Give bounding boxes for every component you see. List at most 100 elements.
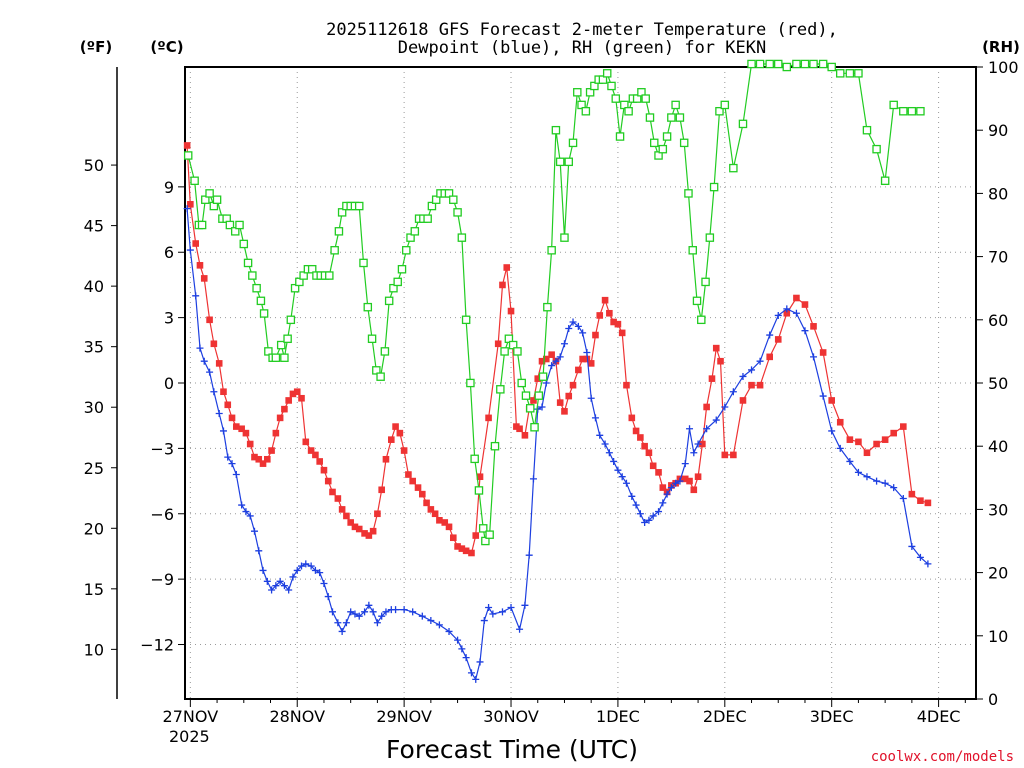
data-point-marker [756, 381, 764, 389]
data-point-marker [667, 113, 676, 122]
rh-tick-label: 90 [988, 121, 1008, 140]
series-line [186, 145, 929, 554]
data-point-marker [378, 612, 386, 620]
data-point-marker [587, 360, 595, 367]
data-point-marker [268, 586, 276, 594]
data-point-marker [334, 227, 344, 236]
data-point-marker [230, 227, 240, 236]
data-point-marker [347, 519, 354, 526]
data-point-marker [498, 608, 506, 616]
data-point-marker [312, 451, 319, 459]
data-point-marker [569, 318, 577, 326]
data-point-marker [190, 176, 199, 186]
data-point-marker [881, 479, 889, 487]
data-point-marker [423, 214, 432, 223]
data-point-marker [197, 220, 207, 230]
data-point-marker [835, 69, 845, 78]
data-point-marker [516, 425, 523, 433]
celsius-tick-label: 0 [164, 374, 174, 393]
data-point-marker [611, 94, 621, 103]
data-point-marker [250, 527, 258, 535]
data-point-marker [715, 106, 724, 116]
celsius-unit-label: (ºC) [150, 38, 183, 56]
data-point-marker [721, 403, 729, 411]
data-point-marker [436, 516, 443, 524]
series-temperature [183, 142, 932, 557]
data-point-marker [470, 454, 479, 464]
data-point-marker [561, 408, 568, 415]
data-point-marker [637, 88, 646, 97]
data-point-marker [681, 460, 689, 468]
data-point-marker [782, 62, 792, 72]
data-point-marker [382, 608, 390, 616]
data-point-marker [418, 612, 426, 620]
x-tick-sublabel: 2025 [169, 727, 210, 746]
chart-subtitle: Dewpoint (blue), RH (green) for KEKN [398, 38, 766, 58]
data-point-marker [863, 449, 871, 457]
data-point-marker [489, 610, 497, 618]
data-point-marker [846, 436, 854, 443]
data-point-marker [212, 195, 222, 204]
data-point-marker [684, 189, 693, 198]
data-point-marker [703, 403, 710, 411]
data-point-marker [792, 59, 801, 69]
data-point-marker [552, 357, 560, 365]
data-point-marker [547, 246, 556, 255]
data-point-marker [873, 477, 881, 485]
data-point-marker [708, 375, 716, 382]
data-point-marker [468, 549, 475, 557]
fahrenheit-tick-label: 45 [84, 217, 104, 236]
data-point-marker [307, 562, 315, 570]
data-point-marker [449, 534, 457, 542]
data-point-marker [890, 429, 897, 437]
data-point-marker [690, 486, 698, 494]
data-point-marker [534, 391, 544, 400]
data-point-marker [351, 523, 359, 531]
data-point-marker [605, 449, 613, 457]
rh-tick-label: 100 [988, 58, 1019, 77]
x-tick-label: 27NOV [163, 707, 219, 726]
data-point-marker [729, 163, 738, 173]
rh-tick-label: 10 [988, 627, 1008, 646]
celsius-tick-label: −9 [150, 570, 174, 589]
data-point-marker [393, 277, 402, 287]
data-point-marker [259, 309, 269, 318]
data-point-marker [507, 603, 515, 611]
data-point-marker [485, 603, 493, 611]
data-point-marker [242, 508, 250, 516]
data-point-marker [232, 471, 240, 479]
data-point-marker [739, 397, 747, 404]
data-point-marker [548, 351, 555, 358]
series-dewpoint [183, 205, 932, 683]
celsius-tick-label: 6 [164, 243, 174, 262]
data-point-marker [496, 385, 505, 394]
data-point-marker [573, 88, 582, 97]
rh-tick-label: 40 [988, 437, 1008, 456]
data-point-marker [854, 69, 863, 78]
chart-title: 2025112618 GFS Forecast 2-meter Temperat… [326, 20, 838, 40]
data-point-marker [623, 381, 630, 389]
data-point-marker [654, 151, 663, 160]
data-point-marker [474, 486, 484, 495]
data-point-marker [655, 469, 662, 476]
data-point-marker [538, 357, 546, 365]
rh-tick-label: 30 [988, 500, 1008, 519]
data-point-marker [917, 497, 924, 504]
data-point-marker [427, 201, 437, 211]
data-point-marker [703, 425, 711, 433]
data-point-marker [650, 138, 659, 148]
data-point-marker [793, 294, 800, 302]
data-point-marker [590, 81, 599, 91]
x-tick-label: 2DEC [703, 707, 747, 726]
fahrenheit-tick-label: 40 [84, 277, 104, 296]
data-point-marker [388, 436, 395, 443]
data-point-marker [414, 484, 422, 491]
fahrenheit-tick-label: 50 [84, 156, 104, 175]
data-point-marker [637, 434, 644, 441]
data-point-marker [748, 381, 755, 389]
data-point-marker [530, 397, 537, 404]
data-point-marker [679, 138, 689, 148]
data-point-marker [783, 305, 791, 313]
data-point-marker [854, 468, 862, 476]
data-point-marker [632, 501, 640, 509]
